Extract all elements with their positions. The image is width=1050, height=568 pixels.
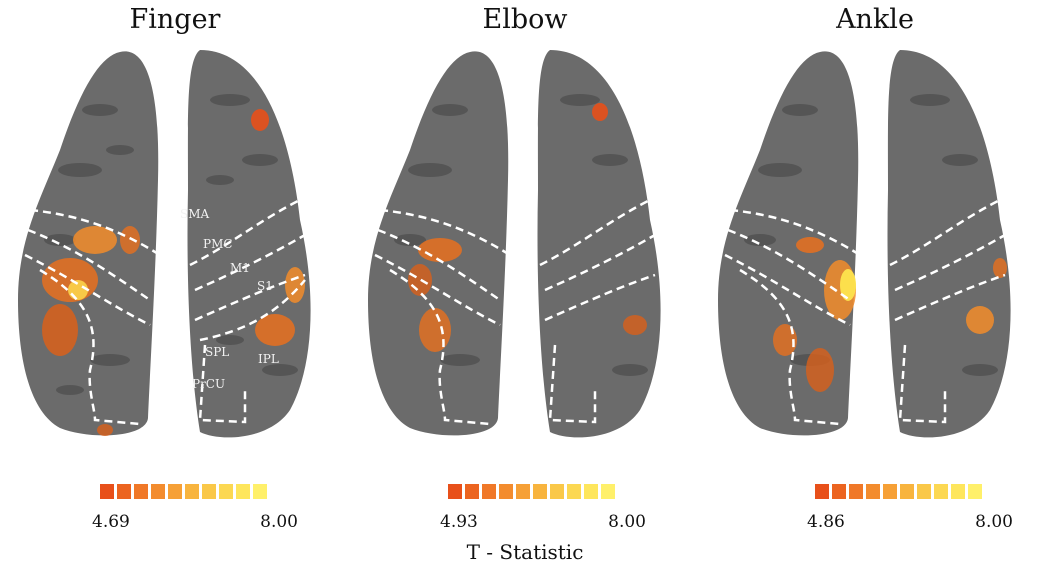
panel-title: Ankle [836,4,914,35]
colorbar-swatch [516,484,530,499]
panel-finger: Finger [0,0,350,568]
colorbar-swatch [968,484,982,499]
colorbar-swatch [567,484,581,499]
colorbar-swatch [533,484,547,499]
brain-pair-elbow [368,50,661,438]
roi-label-ipl: IPL [258,352,279,366]
colorbar-min: 4.86 [807,512,845,532]
colorbar-swatch [917,484,931,499]
colorbar-max: 8.00 [608,512,646,532]
colorbar-swatch [849,484,863,499]
brain-pair-finger: SMA PMC M1 S1 SPL IPL PrCU [18,50,311,438]
right-hemisphere [887,50,1011,438]
brain-pair-ankle [718,50,1011,438]
panel-ankle: Ankle 4.8 [700,0,1050,568]
colorbar-swatch [219,484,233,499]
roi-label-m1: M1 [230,261,250,275]
roi-label-spl: SPL [205,345,229,359]
colorbar-swatches [448,484,615,504]
colorbar-min: 4.93 [440,512,478,532]
right-hemisphere [537,50,661,438]
colorbar-swatch [900,484,914,499]
roi-label-prcu: PrCU [192,377,225,391]
colorbar-min: 4.69 [92,512,130,532]
colorbar-swatch [465,484,479,499]
panel-title: Elbow [482,4,568,35]
colorbar-swatch [866,484,880,499]
colorbar-swatch [601,484,615,499]
panel-elbow: Elbow 4.93 8.00 [350,0,700,568]
colorbar-max: 8.00 [260,512,298,532]
left-hemisphere [718,51,859,436]
colorbar-max: 8.00 [975,512,1013,532]
roi-label-pmc: PMC [203,237,233,251]
colorbar-ankle: 4.86 8.00 [807,484,1013,544]
colorbar-swatches [100,484,267,504]
colorbar-swatch [883,484,897,499]
colorbar-swatch [832,484,846,499]
colorbar-swatch [168,484,182,499]
colorbar-swatch [499,484,513,499]
roi-label-sma: SMA [180,207,210,221]
colorbar-swatch [100,484,114,499]
colorbar-swatch [482,484,496,499]
colorbar-swatches [815,484,982,504]
colorbar-swatch [550,484,564,499]
colorbar-swatch [815,484,829,499]
colorbar-caption: T - Statistic [466,540,584,564]
colorbar-swatch [151,484,165,499]
colorbar-swatch [117,484,131,499]
colorbar-swatch [584,484,598,499]
colorbar-finger: 4.69 8.00 [92,484,298,544]
colorbar-swatch [253,484,267,499]
colorbar-swatch [202,484,216,499]
roi-label-s1: S1 [257,279,273,293]
colorbar-swatch [448,484,462,499]
colorbar-swatch [951,484,965,499]
panel-title: Finger [129,4,221,35]
colorbar-swatch [185,484,199,499]
colorbar-elbow: 4.93 8.00 [440,484,646,544]
colorbar-swatch [934,484,948,499]
colorbar-swatch [134,484,148,499]
colorbar-swatch [236,484,250,499]
